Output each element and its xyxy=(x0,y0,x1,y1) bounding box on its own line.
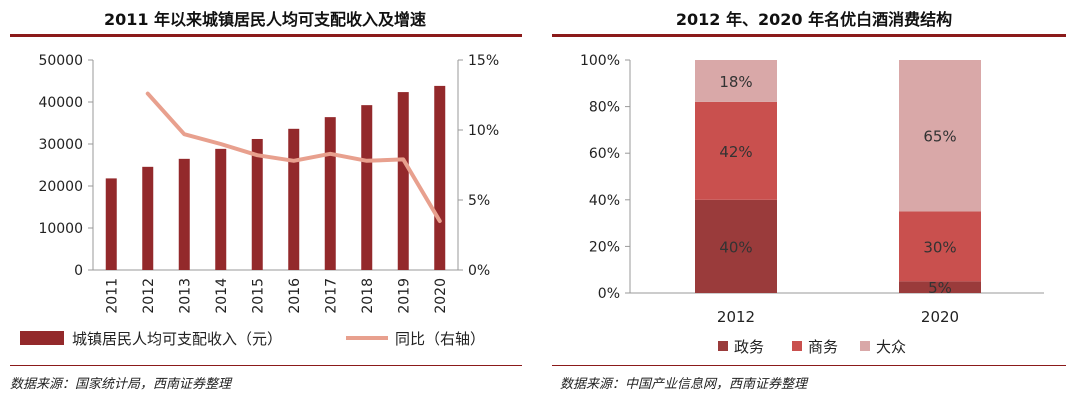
stack-segment xyxy=(695,60,777,102)
income-bar xyxy=(397,92,409,271)
x-category-label: 2013 xyxy=(177,278,193,314)
legend-label: 大众 xyxy=(876,338,906,356)
income-bar xyxy=(361,105,373,270)
income-source-rule xyxy=(10,365,522,366)
left-y-tick-label: 0 xyxy=(74,263,83,279)
legend-swatch-gov xyxy=(718,341,728,351)
legend-label-yoy: 同比（右轴） xyxy=(395,330,485,348)
liquor-chart: 0% 20% 40% 60% 80% 100% 40% 42% 18% 2012 5% 30% 65% 2… xyxy=(580,53,1044,356)
right-y-tick-label: 10% xyxy=(468,123,499,139)
yoy-line xyxy=(145,91,442,223)
y-tick-label: 40% xyxy=(589,193,620,209)
income-bar xyxy=(288,128,300,270)
left-y-tick-label: 50000 xyxy=(38,53,83,69)
left-y-tick-label: 30000 xyxy=(38,137,83,153)
liquor-title-rule xyxy=(552,34,1066,37)
stack-segment xyxy=(695,101,777,200)
segment-data-label: 40% xyxy=(719,238,752,256)
segment-data-label: 30% xyxy=(923,238,956,256)
left-y-tick-label: 20000 xyxy=(38,179,83,195)
x-category-label: 2020 xyxy=(921,308,959,326)
y-tick-label: 100% xyxy=(580,53,620,69)
liquor-source-note: 数据来源：中国产业信息网，西南证券整理 xyxy=(560,377,808,392)
left-y-tick-label: 10000 xyxy=(38,221,83,237)
income-chart-panel: 2011 年以来城镇居民人均可支配收入及增速 0 10000 20000 30000 4… xyxy=(0,0,530,400)
x-category-label: 2019 xyxy=(396,278,412,314)
x-category-label: 2017 xyxy=(323,278,339,314)
y-tick-label: 0% xyxy=(598,286,620,302)
segment-data-label: 42% xyxy=(719,143,752,161)
legend-label: 商务 xyxy=(808,338,838,356)
income-bar xyxy=(142,166,154,270)
legend-label-income: 城镇居民人均可支配收入（元） xyxy=(72,330,282,348)
stack-segment xyxy=(899,60,981,212)
segment-data-label: 65% xyxy=(923,128,956,146)
income-bar xyxy=(215,148,227,270)
legend-swatch-mass xyxy=(860,341,870,351)
y-tick-label: 60% xyxy=(589,146,620,162)
stack-segment xyxy=(899,281,981,293)
y-tick-label: 20% xyxy=(589,239,620,255)
right-y-tick-label: 0% xyxy=(468,263,490,279)
income-bar xyxy=(324,117,336,270)
income-chart-title: 2011 年以来城镇居民人均可支配收入及增速 xyxy=(103,10,427,29)
income-bar xyxy=(105,178,117,270)
x-category-label: 2020 xyxy=(433,278,449,314)
income-title-rule xyxy=(10,34,522,37)
stack-segment xyxy=(899,211,981,282)
legend-swatch-income xyxy=(20,331,64,345)
liquor-source-rule xyxy=(552,365,1066,366)
legend-swatch-business xyxy=(792,341,802,351)
x-category-label: 2011 xyxy=(104,278,120,314)
income-bar xyxy=(434,85,446,270)
liquor-chart-panel: 2012 年、2020 年名优白酒消费结构 0% 20% 40% 60% 80% 100%… xyxy=(548,0,1080,400)
liquor-chart-title: 2012 年、2020 年名优白酒消费结构 xyxy=(675,10,953,29)
x-category-label: 2015 xyxy=(250,278,266,314)
segment-data-label: 5% xyxy=(928,279,952,297)
legend-label: 政务 xyxy=(734,338,764,356)
x-category-label: 2018 xyxy=(360,278,376,314)
segment-data-label: 18% xyxy=(719,73,752,91)
x-category-label: 2016 xyxy=(287,278,303,314)
x-category-label: 2014 xyxy=(214,278,230,314)
income-chart: 0 10000 20000 30000 40000 50000 0% 5% 10% 15% 2011… xyxy=(20,53,499,348)
right-y-tick-label: 15% xyxy=(468,53,499,69)
income-bar xyxy=(178,158,190,270)
income-bar xyxy=(251,138,263,270)
left-y-tick-label: 40000 xyxy=(38,95,83,111)
right-y-tick-label: 5% xyxy=(468,193,490,209)
x-category-label: 2012 xyxy=(717,308,755,326)
y-tick-label: 80% xyxy=(589,100,620,116)
stack-segment xyxy=(695,199,777,293)
income-source-note: 数据来源：国家统计局，西南证券整理 xyxy=(10,377,232,392)
x-category-label: 2012 xyxy=(141,278,157,314)
